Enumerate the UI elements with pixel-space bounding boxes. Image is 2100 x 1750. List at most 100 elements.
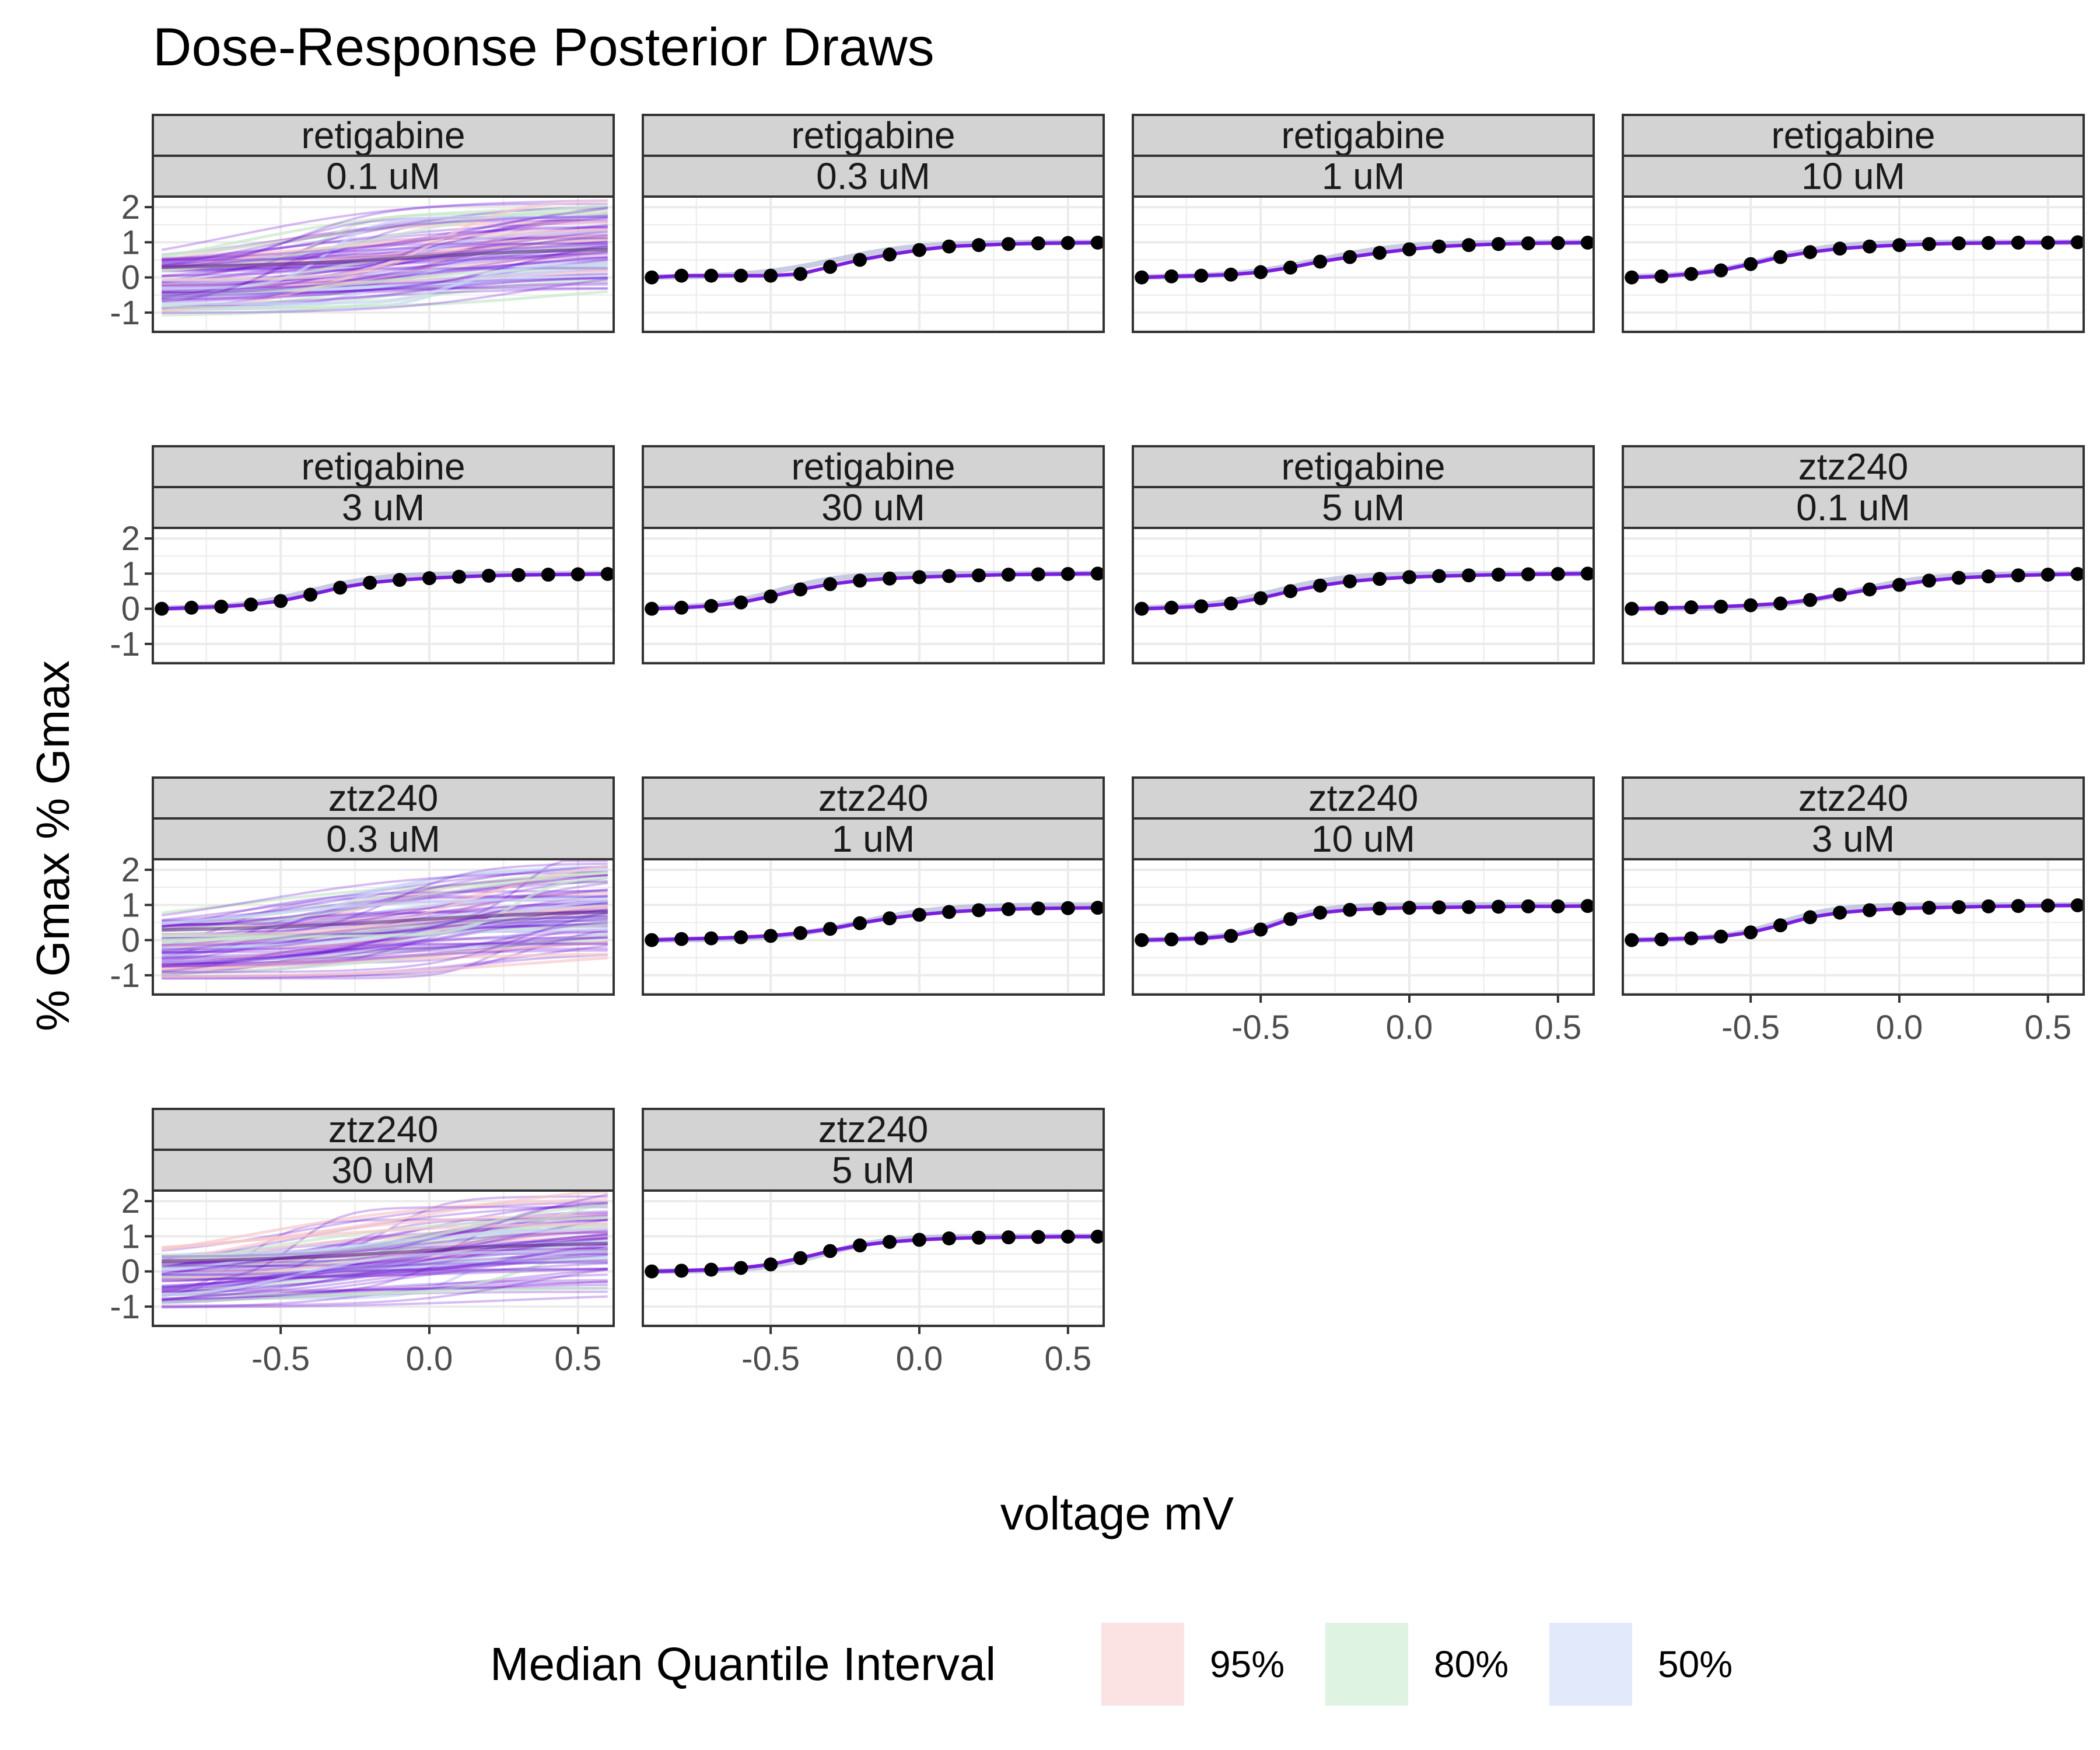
median-line: [162, 910, 608, 932]
data-point: [853, 573, 867, 588]
posterior-draw-line: [162, 870, 608, 917]
x-tick-label: 0.5: [1535, 1009, 1582, 1046]
posterior-draw-line: [162, 936, 608, 954]
strip-drug: [1132, 114, 1595, 157]
data-point: [1031, 901, 1045, 916]
posterior-draw-line: [162, 865, 608, 940]
posterior-draw-line: [162, 867, 608, 941]
posterior-draw-line: [162, 912, 608, 963]
data-point: [823, 922, 838, 936]
data-point: [1001, 902, 1016, 916]
data-point: [1135, 270, 1149, 285]
median-line: [1632, 240, 2078, 279]
data-point: [1981, 899, 1996, 914]
data-point: [764, 268, 778, 283]
posterior-draw-line: [162, 1231, 608, 1267]
posterior-draw-line: [162, 930, 608, 966]
data-point: [2041, 898, 2055, 913]
strip-dose-label: 30 uM: [331, 1149, 435, 1191]
data-point: [1922, 901, 1936, 915]
data-point: [1491, 900, 1506, 914]
x-tick-label: -0.5: [1721, 1009, 1780, 1046]
data-point: [1981, 236, 1996, 250]
data-point: [1001, 568, 1016, 582]
posterior-draw-line: [162, 234, 608, 296]
median-line: [1632, 903, 2078, 942]
data-point: [2011, 235, 2025, 250]
data-point: [1001, 237, 1016, 251]
data-point: [1521, 899, 1535, 914]
panel-border: [642, 1189, 1105, 1327]
interval-ribbon: [652, 239, 1098, 280]
posterior-draw-line: [162, 1260, 608, 1287]
data-point: [853, 1238, 867, 1253]
data-point: [1224, 267, 1238, 282]
data-point: [1060, 236, 1075, 250]
posterior-draw-line: [162, 1251, 608, 1282]
data-point: [1060, 566, 1075, 581]
posterior-draw-line: [162, 888, 608, 923]
data-point: [912, 570, 926, 584]
x-tick-label: -0.5: [1231, 1009, 1290, 1046]
data-point: [1031, 1230, 1045, 1244]
data-point: [1803, 910, 1818, 925]
posterior-draw-line: [162, 216, 608, 260]
data-point: [1951, 900, 1966, 914]
median-line: [1142, 904, 1588, 942]
posterior-draw-line: [162, 1206, 608, 1283]
plot-background: [1623, 197, 2084, 332]
strip-dose-label: 0.1 uM: [1796, 487, 1910, 528]
plot-background: [153, 528, 614, 663]
posterior-draw-line: [162, 897, 608, 926]
data-point: [1135, 601, 1149, 616]
posterior-draw-line: [162, 1295, 608, 1309]
median-line: [162, 572, 608, 611]
data-point: [1194, 599, 1209, 614]
x-tick-label: 0.5: [2025, 1009, 2072, 1046]
posterior-draw-line: [162, 1222, 608, 1249]
data-point: [942, 239, 956, 254]
data-point: [1625, 270, 1639, 285]
data-point: [1491, 568, 1506, 582]
data-point: [1744, 925, 1758, 940]
posterior-draw-line: [162, 205, 608, 261]
data-point: [600, 566, 615, 581]
strip-dose: [642, 155, 1105, 198]
data-point: [1031, 567, 1045, 582]
data-point: [1863, 582, 1877, 597]
posterior-draw-line: [162, 956, 608, 978]
data-point: [1313, 254, 1328, 269]
data-point: [1194, 931, 1209, 946]
data-point: [883, 247, 897, 262]
data-point: [883, 911, 897, 926]
data-point: [734, 595, 748, 610]
posterior-draw-line: [162, 1268, 608, 1307]
posterior-draw-line: [162, 919, 608, 956]
legend-title: Median Quantile Interval: [490, 1638, 996, 1690]
posterior-draw-line: [162, 1237, 608, 1287]
data-point: [1684, 600, 1699, 615]
posterior-draw-line: [162, 202, 608, 270]
data-point: [1373, 572, 1387, 586]
data-point: [764, 589, 778, 604]
panel-border: [1622, 858, 2085, 996]
data-point: [645, 601, 659, 616]
data-point: [1625, 601, 1639, 616]
posterior-draw-line: [162, 1261, 608, 1290]
posterior-draw-line: [162, 277, 608, 292]
data-point: [1803, 245, 1818, 260]
panel-border: [642, 195, 1105, 333]
strip-drug-label: ztz240: [328, 1108, 439, 1150]
data-point: [1254, 265, 1268, 279]
legend-label: 50%: [1658, 1643, 1732, 1685]
strip-drug: [1622, 114, 2085, 157]
data-point: [1833, 587, 1847, 602]
data-point: [704, 1262, 719, 1277]
posterior-draw-line: [161, 1198, 608, 1252]
data-point: [1283, 912, 1298, 926]
posterior-draw-line: [162, 1253, 608, 1300]
